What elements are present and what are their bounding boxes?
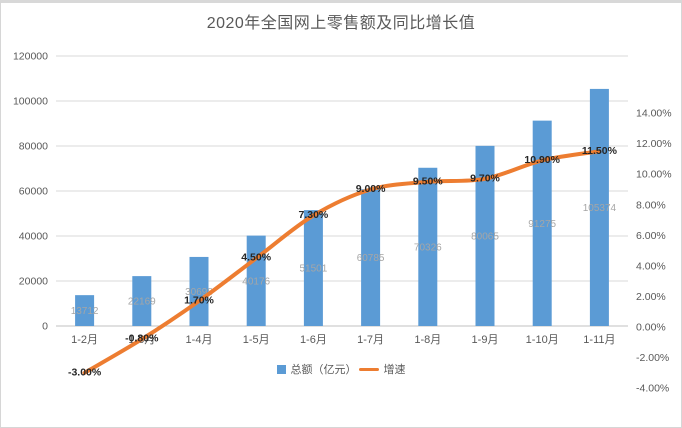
bar-value-label: 60785: [357, 253, 385, 264]
right-axis-tick-label: 2.00%: [636, 291, 666, 303]
left-axis-tick-label: 20000: [19, 276, 48, 288]
bar: [475, 145, 495, 326]
bar: [246, 235, 266, 326]
growth-point-label: 4.50%: [241, 252, 271, 264]
left-axis-tick-label: 100000: [13, 96, 48, 108]
bar-value-label: 91275: [528, 219, 556, 230]
growth-point-label: 9.70%: [470, 172, 500, 184]
legend-item-growth: 增速: [358, 361, 406, 377]
bar-value-label: 105374: [583, 203, 617, 214]
line-series-swatch-icon: [358, 367, 379, 371]
bar: [132, 276, 152, 326]
x-axis-label: 1-10月: [526, 334, 559, 346]
growth-point-label: 7.30%: [299, 209, 329, 221]
growth-point-label: -3.00%: [68, 366, 102, 378]
x-axis-label: 1-9月: [472, 334, 499, 346]
x-axis-label: 1-11月: [583, 334, 615, 346]
bar-value-label: 80065: [471, 231, 499, 242]
x-axis-label: 1-7月: [357, 334, 384, 346]
growth-point-label: 9.00%: [356, 183, 386, 195]
x-axis-label: 1-5月: [243, 334, 270, 346]
plot-area: 0 20000 40000 60000 80000 100000 120000 -4.00% -…: [13, 51, 672, 395]
legend-label-total: 总额（亿元）: [290, 364, 357, 376]
growth-point-label: -0.80%: [125, 333, 159, 345]
right-axis-tick-label: 14.00%: [636, 108, 672, 120]
x-axis-label: 1-8月: [414, 334, 441, 346]
growth-point-label: 11.50%: [582, 145, 618, 157]
left-axis-tick-label: 40000: [19, 231, 48, 243]
growth-line: [82, 149, 602, 375]
x-axis-label: 1-2月: [71, 334, 98, 346]
growth-point-label: 1.70%: [184, 295, 214, 307]
right-axis-tick-label: 8.00%: [636, 199, 666, 211]
legend-label-growth: 增速: [383, 364, 406, 376]
legend: 总额（亿元） 增速: [1, 361, 681, 377]
x-axis-label: 1-4月: [186, 334, 213, 346]
bar: [189, 256, 209, 326]
left-axis-tick-label: 120000: [13, 51, 48, 63]
bar: [303, 210, 323, 326]
right-axis-tick-label: 0.00%: [636, 322, 666, 334]
left-axis-tick-label: 60000: [19, 186, 48, 198]
bar-value-label: 70326: [414, 242, 442, 253]
left-axis-tick-label: 0: [42, 321, 48, 333]
bar-value-label: 40176: [242, 276, 270, 287]
bar: [589, 88, 609, 326]
bar-value-label: 13712: [71, 306, 99, 317]
right-axis-tick-label: 6.00%: [636, 230, 666, 242]
chart-title: 2020年全国网上零售额及同比增长值: [206, 15, 476, 32]
growth-point-label: 10.90%: [524, 154, 560, 166]
bar-value-label: 51501: [299, 264, 327, 275]
bar-value-label: 22169: [128, 297, 156, 308]
bar-series-swatch-icon: [276, 364, 286, 374]
bar-value-label: 30698: [185, 287, 213, 298]
left-axis-tick-label: 80000: [19, 141, 48, 153]
right-axis-tick-label: 12.00%: [636, 138, 672, 150]
growth-point-label: 9.50%: [413, 175, 443, 187]
right-axis-tick-label: -2.00%: [636, 352, 669, 364]
bar: [75, 295, 95, 326]
bar: [418, 167, 438, 326]
legend-item-total: 总额（亿元）: [276, 361, 357, 377]
bar: [532, 120, 552, 326]
right-axis-tick-label: 4.00%: [636, 260, 666, 272]
bar: [361, 189, 381, 326]
right-axis-tick-label: -4.00%: [636, 383, 669, 395]
right-axis-tick-label: 10.00%: [636, 169, 672, 181]
x-axis-label: 1-6月: [300, 334, 327, 346]
